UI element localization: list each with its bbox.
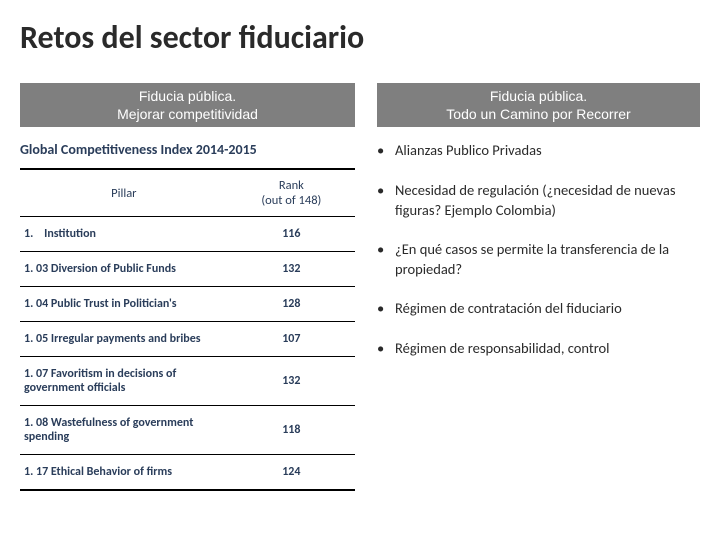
rank-cell: 124 — [228, 455, 355, 491]
slide-title: Retos del sector fiduciario — [20, 18, 700, 57]
bullet-dot-icon: • — [377, 181, 395, 220]
bullet-text: Alianzas Publico Privadas — [395, 141, 700, 161]
right-banner-line2: Todo un Camino por Recorrer — [446, 106, 630, 122]
left-column: Fiducia pública. Mejorar competitividad … — [20, 83, 355, 491]
table-row: 1. 05 Irregular payments and bribes107 — [20, 322, 355, 357]
table-row: 1. 08 Wastefulness of government spendin… — [20, 406, 355, 455]
pillar-cell: 1. 17 Ethical Behavior of firms — [20, 455, 228, 491]
rank-cell: 116 — [228, 217, 355, 252]
table-row: 1. 17 Ethical Behavior of firms124 — [20, 455, 355, 491]
left-banner-line1: Fiducia pública. — [139, 88, 236, 104]
table-subhead: Global Competitiveness Index 2014-2015 — [20, 141, 355, 158]
list-item: •Régimen de contratación del fiduciario — [377, 299, 700, 319]
col-header-pillar: Pillar — [20, 169, 228, 217]
rank-cell: 128 — [228, 287, 355, 322]
table-row: 1. Institution116 — [20, 217, 355, 252]
list-item: •Régimen de responsabilidad, control — [377, 339, 700, 359]
table-row: 1. 07 Favoritism in decisions of governm… — [20, 357, 355, 406]
pillar-cell: 1. 08 Wastefulness of government spendin… — [20, 406, 228, 455]
pillar-cell: 1. 05 Irregular payments and bribes — [20, 322, 228, 357]
rank-cell: 107 — [228, 322, 355, 357]
list-item: •Necesidad de regulación (¿necesidad de … — [377, 181, 700, 220]
rank-cell: 118 — [228, 406, 355, 455]
bullet-text: ¿En qué casos se permite la transferenci… — [395, 240, 700, 279]
competitiveness-table: Pillar Rank (out of 148) 1. Institution1… — [20, 168, 355, 491]
list-item: •Alianzas Publico Privadas — [377, 141, 700, 161]
bullet-dot-icon: • — [377, 141, 395, 161]
left-banner-line2: Mejorar competitividad — [117, 106, 258, 122]
pillar-cell: 1. Institution — [20, 217, 228, 252]
bullet-list: •Alianzas Publico Privadas•Necesidad de … — [377, 141, 700, 358]
pillar-cell: 1. 07 Favoritism in decisions of governm… — [20, 357, 228, 406]
pillar-cell: 1. 03 Diversion of Public Funds — [20, 252, 228, 287]
col-header-rank: Rank (out of 148) — [228, 169, 355, 217]
left-banner: Fiducia pública. Mejorar competitividad — [20, 83, 355, 127]
bullet-dot-icon: • — [377, 299, 395, 319]
right-column: Fiducia pública. Todo un Camino por Reco… — [377, 83, 700, 491]
list-item: •¿En qué casos se permite la transferenc… — [377, 240, 700, 279]
rank-cell: 132 — [228, 252, 355, 287]
bullet-dot-icon: • — [377, 339, 395, 359]
pillar-cell: 1. 04 Public Trust in Politician's — [20, 287, 228, 322]
right-banner-line1: Fiducia pública. — [490, 88, 587, 104]
content-columns: Fiducia pública. Mejorar competitividad … — [20, 83, 700, 491]
table-row: 1. 04 Public Trust in Politician's128 — [20, 287, 355, 322]
rank-cell: 132 — [228, 357, 355, 406]
table-row: 1. 03 Diversion of Public Funds132 — [20, 252, 355, 287]
bullet-text: Régimen de responsabilidad, control — [395, 339, 700, 359]
right-banner: Fiducia pública. Todo un Camino por Reco… — [377, 83, 700, 127]
bullet-text: Necesidad de regulación (¿necesidad de n… — [395, 181, 700, 220]
bullet-text: Régimen de contratación del fiduciario — [395, 299, 700, 319]
bullet-dot-icon: • — [377, 240, 395, 279]
